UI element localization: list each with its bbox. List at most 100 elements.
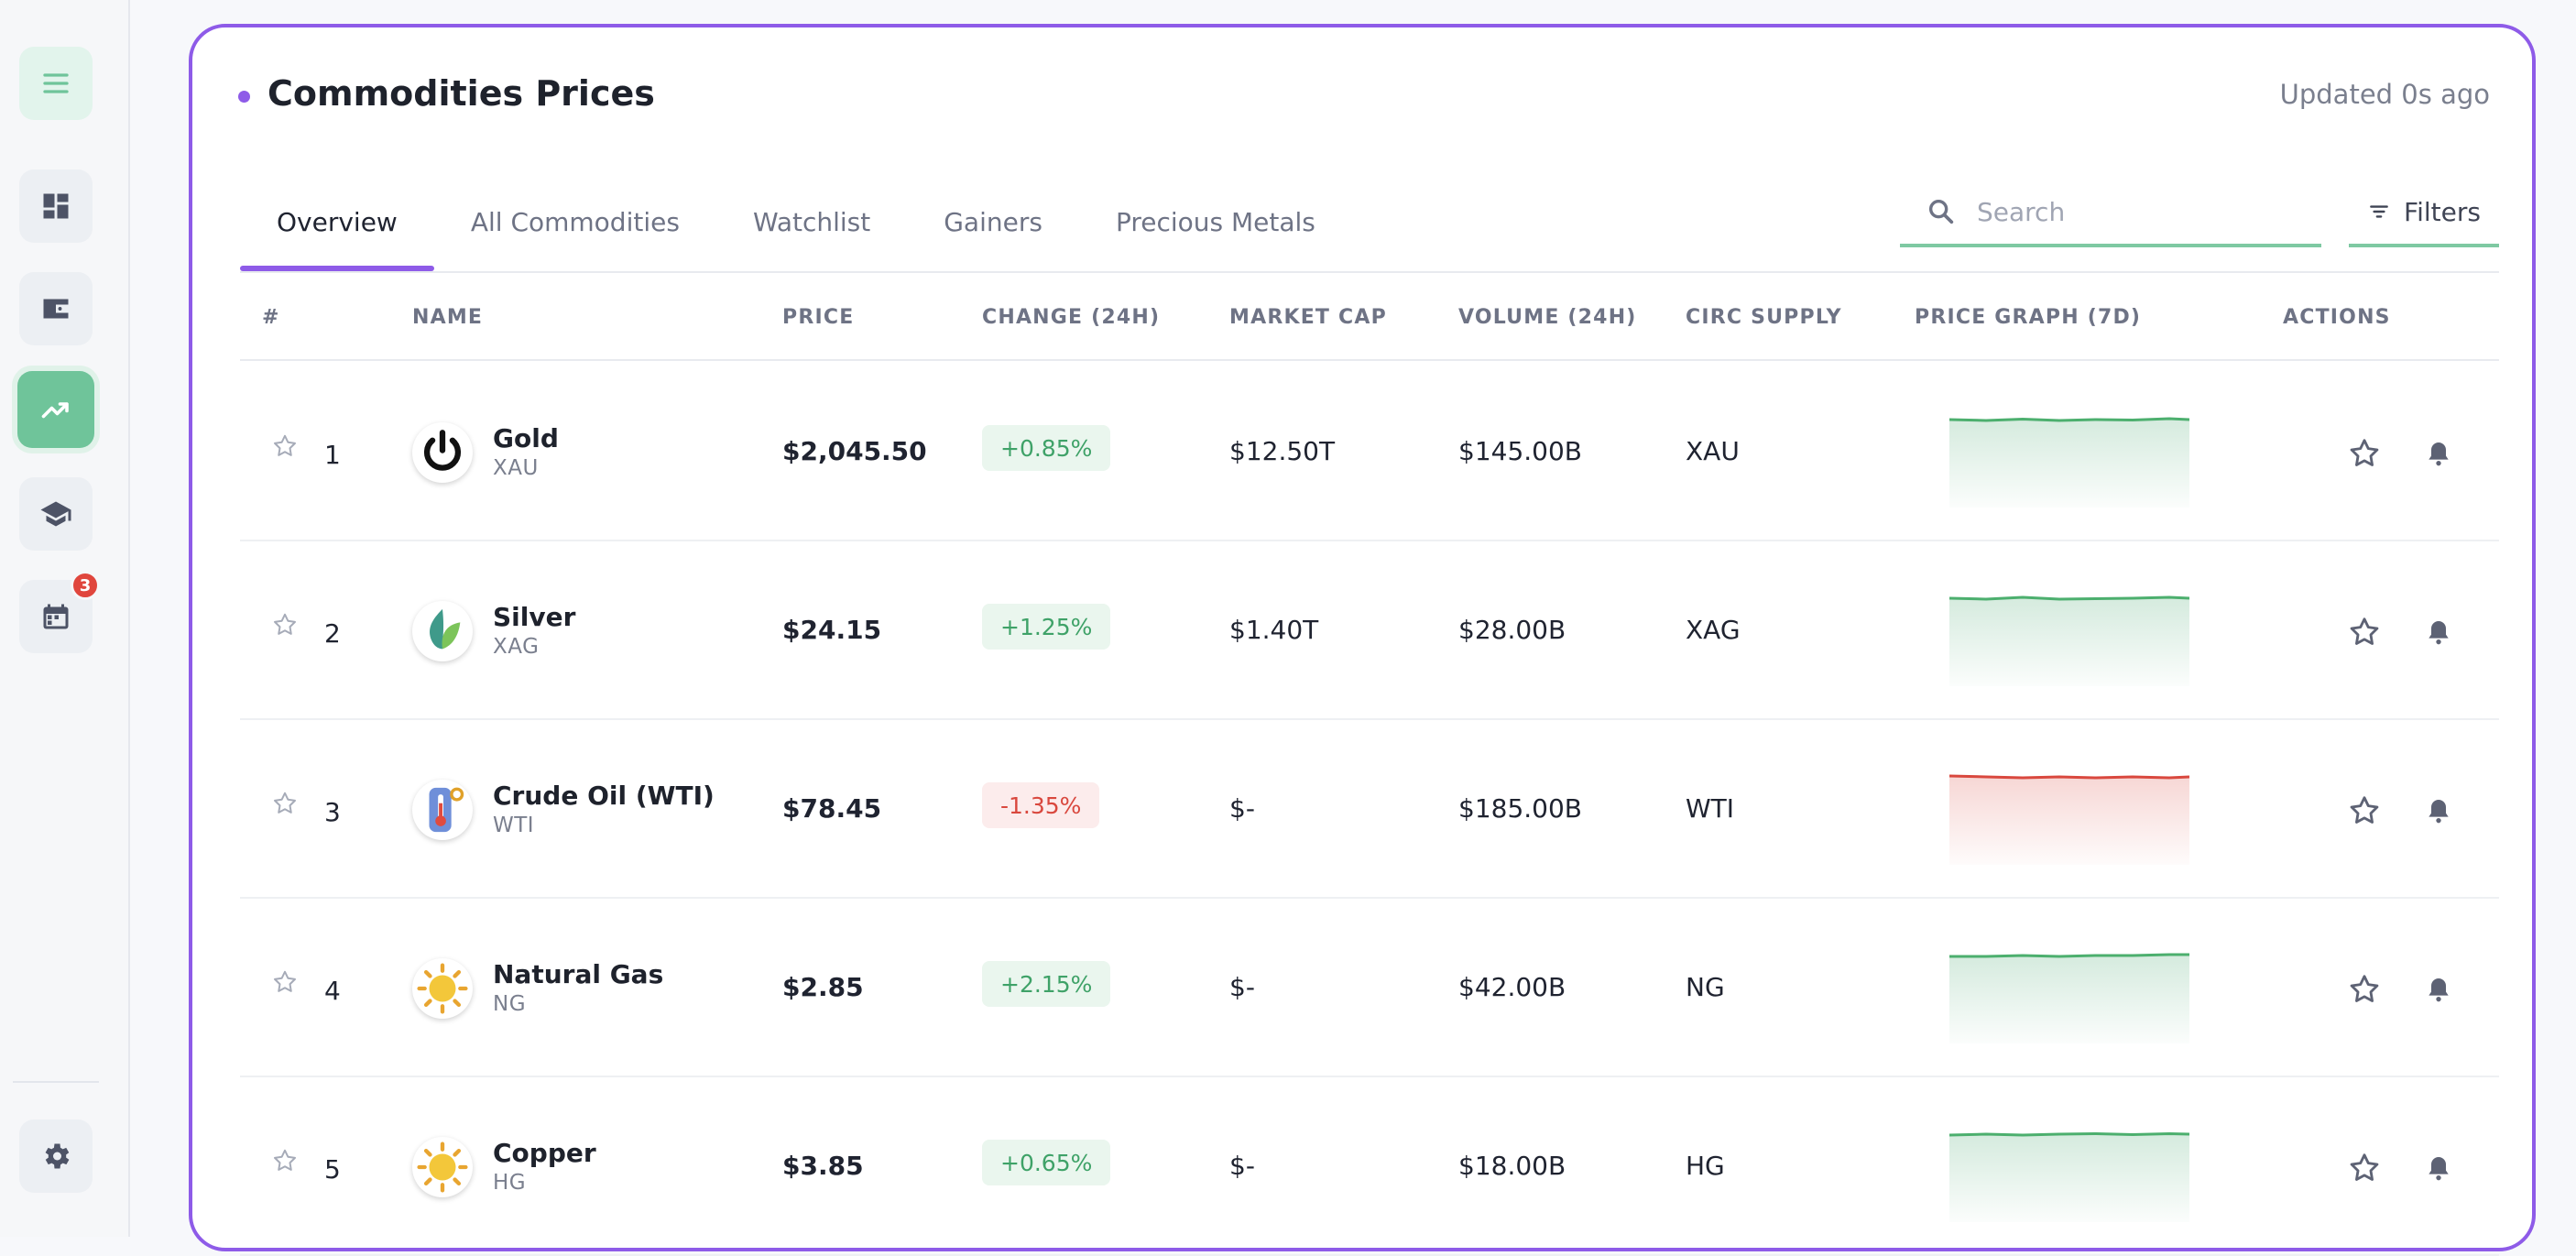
favorite-star-icon[interactable] [2347,972,2382,1007]
bell-icon[interactable] [2424,1152,2453,1184]
settings-button[interactable] [19,1119,93,1193]
star-outline-icon[interactable] [271,611,299,639]
table-row[interactable]: 5 Copper HG $3.85 +0.65% $- $18.00B HG [240,1077,2499,1256]
commodity-symbol: HG [493,1171,527,1195]
commodities-card: Commodities Prices Updated 0s ago Overvi… [189,24,2536,1256]
search-input[interactable] [1977,196,2288,227]
favorite-star-icon[interactable] [2347,615,2382,650]
circ-supply: XAU [1686,436,1740,466]
star-outline-icon[interactable] [271,432,299,460]
star-outline-icon[interactable] [271,1147,299,1174]
commodity-name[interactable]: Copper [493,1138,596,1168]
col-change[interactable]: CHANGE (24H) [982,306,1161,329]
settings-icon [45,1143,70,1169]
star-outline-icon[interactable] [271,968,299,996]
sidebar-item-learn[interactable] [19,477,93,551]
rank: 3 [324,797,341,827]
tab-bar: Overview All Commodities Watchlist Gaine… [240,183,1352,271]
filters-label: Filters [2404,196,2481,227]
bell-icon[interactable] [2424,974,2453,1005]
favorite-star-icon[interactable] [2347,436,2382,471]
bell-icon[interactable] [2424,617,2453,648]
circ-supply: XAG [1686,615,1741,645]
dashboard-icon [43,193,69,219]
commodity-logo [412,1137,473,1197]
sidebar-item-markets[interactable] [17,371,94,448]
menu-button[interactable] [19,47,93,120]
status-dot [238,91,250,103]
market-cap: $- [1229,1151,1255,1181]
col-market-cap[interactable]: MARKET CAP [1229,306,1387,329]
col-volume[interactable]: VOLUME (24H) [1458,306,1637,329]
price: $24.15 [782,615,882,645]
commodity-name[interactable]: Silver [493,602,576,632]
market-cap: $- [1229,793,1255,824]
sidebar: 3 [0,0,130,1237]
change-badge: -1.35% [982,782,1100,828]
tab-overview[interactable]: Overview [240,183,434,271]
sidebar-item-wallet[interactable] [19,272,93,345]
tab-watchlist[interactable]: Watchlist [752,207,871,237]
rank: 5 [324,1154,341,1185]
sun-icon [417,963,468,1014]
table-row[interactable]: 4 Natural Gas NG $2.85 +2.15% $- $42.00B… [240,899,2499,1077]
table-row[interactable]: 1 Gold XAU $2,045.50 +0.85% $12.50T $145… [240,363,2499,541]
table-row[interactable]: 2 Silver XAG $24.15 +1.25% $1.40T $28.00… [240,541,2499,720]
change-badge: +0.65% [982,1140,1111,1185]
commodity-name[interactable]: Gold [493,423,559,453]
commodity-logo [412,780,473,840]
notification-badge: 3 [71,571,100,600]
col-name[interactable]: NAME [412,306,484,329]
sparkline-chart [1949,774,2189,865]
bell-icon[interactable] [2424,795,2453,826]
market-cap: $12.50T [1229,436,1336,466]
commodity-logo [412,422,473,483]
menu-icon [43,73,69,93]
rank: 1 [324,440,341,470]
sparkline-chart [1949,417,2189,508]
table-row[interactable]: 3 Crude Oil (WTI) WTI $78.45 -1.35% $- $… [240,720,2499,899]
volume: $42.00B [1458,972,1566,1002]
tab-gainers[interactable]: Gainers [944,207,1042,237]
search-box [1900,180,2321,247]
sparkline-chart [1949,1131,2189,1222]
favorite-star-icon[interactable] [2347,1151,2382,1185]
circ-supply: NG [1686,972,1725,1002]
tab-precious-metals[interactable]: Precious Metals [1115,207,1315,237]
sidebar-item-calendar[interactable]: 3 [19,571,100,653]
tab-divider [240,271,2499,273]
circ-supply: WTI [1686,793,1735,824]
col-price[interactable]: PRICE [782,306,855,329]
filters-button[interactable]: Filters [2349,180,2499,247]
power-icon [424,430,461,471]
price: $2,045.50 [782,436,927,466]
last-updated: Updated 0s ago [2279,79,2490,110]
sidebar-divider [13,1081,99,1083]
star-outline-icon[interactable] [271,790,299,817]
thermometer-icon [429,787,464,833]
tab-all-commodities[interactable]: All Commodities [470,207,680,237]
commodity-name[interactable]: Natural Gas [493,959,664,989]
col-supply[interactable]: CIRC SUPPLY [1686,306,1842,329]
sparkline-chart [1949,953,2189,1043]
favorite-star-icon[interactable] [2347,793,2382,828]
volume: $28.00B [1458,615,1566,645]
market-cap: $1.40T [1229,615,1319,645]
commodity-name[interactable]: Crude Oil (WTI) [493,781,715,811]
col-rank[interactable]: # [262,306,280,329]
sparkline-chart [1949,595,2189,686]
circ-supply: HG [1686,1151,1725,1181]
change-badge: +1.25% [982,604,1111,650]
sidebar-item-dashboard[interactable] [19,169,93,243]
volume: $185.00B [1458,793,1582,824]
commodity-logo [412,958,473,1019]
rank: 4 [324,976,341,1006]
volume: $145.00B [1458,436,1582,466]
col-price-graph: PRICE GRAPH (7D) [1915,306,2142,329]
change-badge: +0.85% [982,425,1111,471]
price: $78.45 [782,793,882,824]
change-badge: +2.15% [982,961,1111,1007]
price: $2.85 [782,972,864,1002]
page-title: Commodities Prices [267,73,655,114]
bell-icon[interactable] [2424,438,2453,469]
